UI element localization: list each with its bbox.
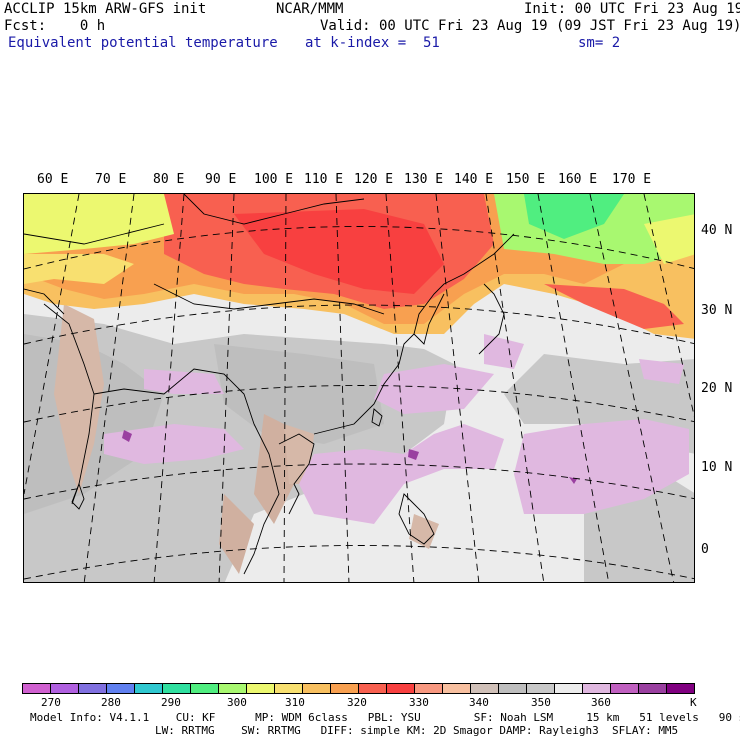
field-name: Equivalent potential temperature xyxy=(8,35,278,51)
lon-label: 60 E xyxy=(37,172,69,187)
colorbar-swatch xyxy=(611,684,639,693)
lon-label: 70 E xyxy=(95,172,127,187)
org-label: NCAR/MMM xyxy=(276,1,344,17)
map-panel xyxy=(23,193,695,583)
colorbar-swatch xyxy=(583,684,611,693)
model-info: Model Info: V4.1.1 CU: KF MP: WDM 6class… xyxy=(30,711,740,724)
colorbar-swatch xyxy=(639,684,667,693)
colorbar-swatch xyxy=(499,684,527,693)
lon-label: 90 E xyxy=(205,172,237,187)
colorbar-swatch xyxy=(51,684,79,693)
colorbar-swatch xyxy=(163,684,191,693)
lon-label: 160 E xyxy=(558,172,598,187)
colorbar-swatch xyxy=(219,684,247,693)
colorbar-swatch xyxy=(191,684,219,693)
lon-label: 80 E xyxy=(153,172,185,187)
lon-label: 130 E xyxy=(404,172,444,187)
colorbar-label: 310 xyxy=(285,696,305,709)
lat-label: 10 N xyxy=(701,460,733,475)
colorbar-swatch xyxy=(303,684,331,693)
lat-label: 40 N xyxy=(701,223,733,238)
colorbar-swatch xyxy=(107,684,135,693)
lon-label: 150 E xyxy=(506,172,546,187)
colorbar-swatch xyxy=(247,684,275,693)
valid-time: Valid: 00 UTC Fri 23 Aug 19 (09 JST Fri … xyxy=(320,18,740,34)
colorbar-label: 360 xyxy=(591,696,611,709)
colorbar-swatch xyxy=(443,684,471,693)
model-title: ACCLIP 15km ARW-GFS init xyxy=(4,1,207,17)
colorbar-label: 290 xyxy=(161,696,181,709)
colorbar-swatch xyxy=(387,684,415,693)
colorbar-swatch xyxy=(275,684,303,693)
colorbar xyxy=(22,683,695,694)
colorbar-swatch xyxy=(331,684,359,693)
colorbar-label: 300 xyxy=(227,696,247,709)
colorbar-unit: K xyxy=(690,696,697,709)
init-time: Init: 00 UTC Fri 23 Aug 19 xyxy=(524,1,740,17)
lon-label: 120 E xyxy=(354,172,394,187)
smoothing-label: sm= 2 xyxy=(578,35,621,51)
colorbar-swatch xyxy=(79,684,107,693)
colorbar-swatch xyxy=(667,684,694,693)
level-label: at k-index = 51 xyxy=(305,35,440,51)
theta-e-field xyxy=(24,194,694,582)
colorbar-swatch xyxy=(471,684,499,693)
colorbar-swatch xyxy=(359,684,387,693)
lon-label: 100 E xyxy=(254,172,294,187)
colorbar-label: 320 xyxy=(347,696,367,709)
colorbar-swatch xyxy=(23,684,51,693)
lon-label: 110 E xyxy=(304,172,344,187)
lon-label: 170 E xyxy=(612,172,652,187)
colorbar-swatch xyxy=(135,684,163,693)
colorbar-swatch xyxy=(527,684,555,693)
forecast-hour: Fcst: 0 h xyxy=(4,18,106,34)
lat-label: 30 N xyxy=(701,303,733,318)
colorbar-label: 280 xyxy=(101,696,121,709)
lon-label: 140 E xyxy=(454,172,494,187)
colorbar-label: 270 xyxy=(41,696,61,709)
colorbar-label: 350 xyxy=(531,696,551,709)
lat-label: 0 xyxy=(701,542,709,557)
colorbar-swatch xyxy=(555,684,583,693)
lat-label: 20 N xyxy=(701,381,733,396)
physics-info: LW: RRTMG SW: RRTMG DIFF: simple KM: 2D … xyxy=(155,724,679,737)
colorbar-swatch xyxy=(415,684,443,693)
colorbar-label: 330 xyxy=(409,696,429,709)
colorbar-label: 340 xyxy=(469,696,489,709)
